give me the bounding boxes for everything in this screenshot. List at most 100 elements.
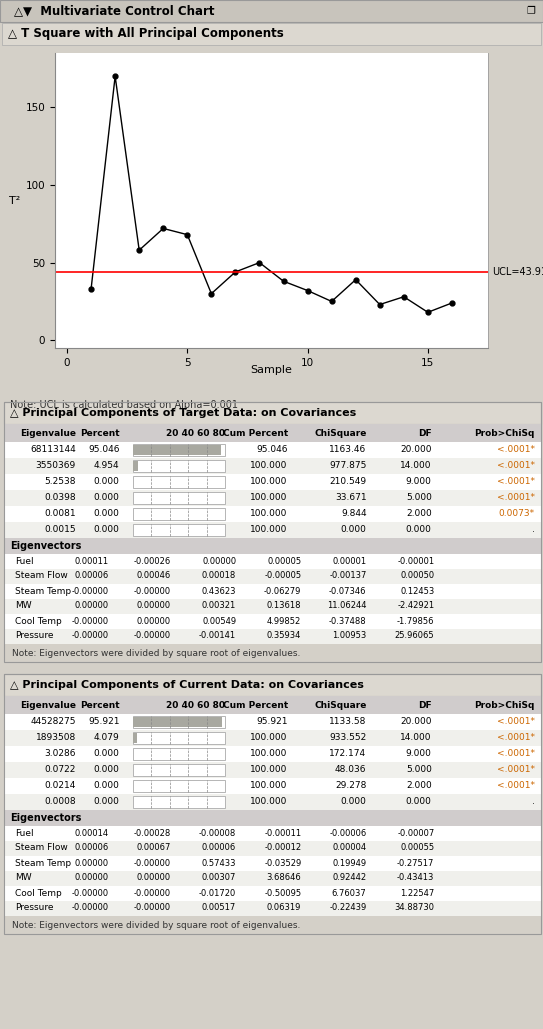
- Text: 14.000: 14.000: [400, 734, 432, 743]
- Text: 0.00000: 0.00000: [74, 602, 109, 610]
- Text: <.0001*: <.0001*: [497, 446, 535, 455]
- Text: Cum Percent: Cum Percent: [223, 701, 288, 710]
- Text: 0.00000: 0.00000: [74, 874, 109, 883]
- Text: <.0001*: <.0001*: [497, 749, 535, 758]
- Text: Cool Temp: Cool Temp: [15, 616, 61, 626]
- Text: 0.00321: 0.00321: [202, 602, 236, 610]
- Text: 9.000: 9.000: [406, 477, 432, 487]
- Text: 0.06319: 0.06319: [267, 903, 301, 913]
- Text: 0.35934: 0.35934: [267, 632, 301, 640]
- Text: MW: MW: [15, 602, 31, 610]
- Text: 172.174: 172.174: [330, 749, 367, 758]
- Text: 33.671: 33.671: [335, 494, 367, 502]
- Text: 0.0015: 0.0015: [45, 526, 76, 534]
- Text: Cum Percent: Cum Percent: [223, 428, 288, 437]
- Text: -0.00005: -0.00005: [264, 571, 301, 580]
- Text: 100.000: 100.000: [250, 509, 288, 519]
- Text: ❐: ❐: [526, 6, 535, 16]
- Text: 4.99852: 4.99852: [267, 616, 301, 626]
- Text: △ T Square with All Principal Components: △ T Square with All Principal Components: [8, 28, 284, 40]
- Text: 933.552: 933.552: [329, 734, 367, 743]
- Text: ChiSquare: ChiSquare: [314, 428, 367, 437]
- Text: -1.79856: -1.79856: [397, 616, 434, 626]
- Text: 100.000: 100.000: [250, 734, 288, 743]
- Text: <.0001*: <.0001*: [497, 461, 535, 470]
- Text: 0.000: 0.000: [93, 749, 119, 758]
- Text: Note: Eigenvectors were divided by square root of eigenvalues.: Note: Eigenvectors were divided by squar…: [12, 648, 300, 658]
- Text: 5.2538: 5.2538: [45, 477, 76, 487]
- Text: 0.00006: 0.00006: [74, 571, 109, 580]
- Text: 95.046: 95.046: [256, 446, 288, 455]
- Text: 48.036: 48.036: [335, 766, 367, 775]
- Text: DF: DF: [418, 428, 432, 437]
- Text: -2.42921: -2.42921: [397, 602, 434, 610]
- Text: -0.00000: -0.00000: [72, 632, 109, 640]
- Text: Pressure: Pressure: [15, 903, 53, 913]
- Text: Percent: Percent: [80, 428, 119, 437]
- Text: 100.000: 100.000: [250, 749, 288, 758]
- Text: Prob>ChiSq: Prob>ChiSq: [475, 701, 535, 710]
- Text: Fuel: Fuel: [15, 557, 34, 566]
- Text: 95.921: 95.921: [256, 717, 288, 726]
- Text: Steam Flow: Steam Flow: [15, 844, 68, 852]
- Text: Prob>ChiSq: Prob>ChiSq: [475, 428, 535, 437]
- Text: 20.000: 20.000: [400, 446, 432, 455]
- Text: 0.00006: 0.00006: [74, 844, 109, 852]
- Text: 100.000: 100.000: [250, 766, 288, 775]
- Text: 34.88730: 34.88730: [394, 903, 434, 913]
- Text: 0.00046: 0.00046: [137, 571, 171, 580]
- Text: Eigenvectors: Eigenvectors: [10, 541, 81, 551]
- Text: -0.00012: -0.00012: [264, 844, 301, 852]
- Text: 0.0722: 0.0722: [45, 766, 76, 775]
- Text: 0.00004: 0.00004: [332, 844, 367, 852]
- Text: 68113144: 68113144: [30, 446, 76, 455]
- Text: 210.549: 210.549: [330, 477, 367, 487]
- Text: 0.000: 0.000: [93, 781, 119, 790]
- Text: 95.921: 95.921: [88, 717, 119, 726]
- Text: 0.000: 0.000: [93, 477, 119, 487]
- Text: Pressure: Pressure: [15, 632, 53, 640]
- Text: 0.000: 0.000: [93, 797, 119, 807]
- Text: -0.43413: -0.43413: [397, 874, 434, 883]
- Text: DF: DF: [418, 701, 432, 710]
- Text: 5.000: 5.000: [406, 494, 432, 502]
- Text: 0.00517: 0.00517: [202, 903, 236, 913]
- Text: 0.00014: 0.00014: [74, 828, 109, 838]
- Text: 0.00307: 0.00307: [202, 874, 236, 883]
- Text: Eigenvalue: Eigenvalue: [20, 428, 76, 437]
- Text: Note: Eigenvectors were divided by square root of eigenvalues.: Note: Eigenvectors were divided by squar…: [12, 921, 300, 929]
- Text: 100.000: 100.000: [250, 477, 288, 487]
- Text: 0.00000: 0.00000: [137, 602, 171, 610]
- Text: 0.0008: 0.0008: [45, 797, 76, 807]
- Text: -0.00000: -0.00000: [72, 616, 109, 626]
- Text: 0.0214: 0.0214: [45, 781, 76, 790]
- Text: 0.12453: 0.12453: [400, 587, 434, 596]
- Text: -0.00000: -0.00000: [72, 587, 109, 596]
- Text: -0.00000: -0.00000: [134, 632, 171, 640]
- Text: 0.000: 0.000: [406, 797, 432, 807]
- Text: 0.000: 0.000: [93, 509, 119, 519]
- Text: 0.000: 0.000: [93, 494, 119, 502]
- Text: -0.37488: -0.37488: [329, 616, 367, 626]
- Text: 1.22547: 1.22547: [400, 888, 434, 897]
- Text: -0.00000: -0.00000: [134, 888, 171, 897]
- Text: 0.57433: 0.57433: [201, 858, 236, 867]
- Text: 0.0073*: 0.0073*: [498, 509, 535, 519]
- Text: 44528275: 44528275: [30, 717, 76, 726]
- Text: 100.000: 100.000: [250, 781, 288, 790]
- Text: Sample: Sample: [250, 365, 292, 375]
- Text: △ Principal Components of Target Data: on Covariances: △ Principal Components of Target Data: o…: [10, 409, 356, 418]
- Text: 0.13618: 0.13618: [267, 602, 301, 610]
- Text: -0.00006: -0.00006: [329, 828, 367, 838]
- Text: 29.278: 29.278: [335, 781, 367, 790]
- Text: 0.00000: 0.00000: [137, 616, 171, 626]
- Text: ChiSquare: ChiSquare: [314, 701, 367, 710]
- Text: -0.00000: -0.00000: [134, 587, 171, 596]
- Text: 977.875: 977.875: [329, 461, 367, 470]
- Text: 1163.46: 1163.46: [329, 446, 367, 455]
- Text: 0.00011: 0.00011: [74, 557, 109, 566]
- Text: -0.00001: -0.00001: [397, 557, 434, 566]
- Text: 0.00000: 0.00000: [202, 557, 236, 566]
- Text: -0.00137: -0.00137: [329, 571, 367, 580]
- Text: <.0001*: <.0001*: [497, 717, 535, 726]
